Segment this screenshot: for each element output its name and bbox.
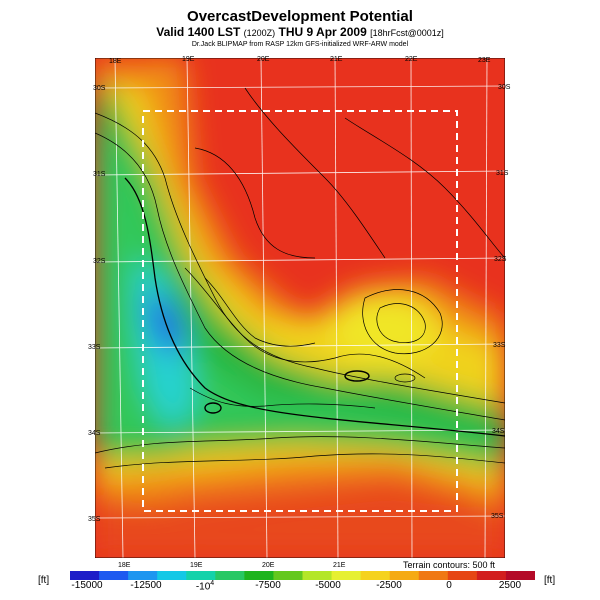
colorbar-unit-right: [ft]	[544, 575, 556, 586]
colorbar-tick: -7500	[255, 580, 281, 591]
colorbar-swatch	[99, 571, 129, 580]
colorbar-swatch	[360, 571, 391, 580]
colorbar-unit-left: [ft]	[38, 575, 50, 586]
colorbar-tick-exponent: 4	[210, 580, 215, 587]
colorbar	[70, 571, 535, 580]
colorbar-tick: -15000	[71, 580, 103, 591]
colorbar-tick: -104	[196, 580, 214, 592]
colorbar-swatch	[186, 571, 216, 580]
lon-label-bottom: 20E	[262, 562, 275, 569]
colorbar-tick-base: -10	[195, 581, 211, 593]
lon-label-top: 23E	[478, 57, 491, 64]
colorbar-swatch	[128, 571, 158, 580]
colorbar-swatch	[273, 571, 303, 580]
valid-date: THU 9 Apr 2009	[278, 25, 367, 39]
colorbar-swatch	[418, 571, 449, 580]
lon-label-top: 21E	[330, 56, 343, 63]
colorbar-swatch	[157, 571, 187, 580]
lat-label-right: 30S	[498, 84, 511, 91]
lon-label-top: 22E	[405, 56, 418, 63]
colorbar-swatch	[476, 571, 507, 580]
colorbar-tick: -12500	[130, 580, 162, 591]
lat-label-left: 31S	[93, 171, 106, 178]
lon-label-bottom: 19E	[190, 562, 203, 569]
lon-label-top: 20E	[257, 56, 270, 63]
lat-label-left: 32S	[93, 258, 106, 265]
lat-label-right: 35S	[491, 513, 504, 520]
forecast-map	[95, 58, 505, 558]
colorbar-swatch	[302, 571, 333, 580]
valid-utc: (1200Z)	[243, 28, 276, 38]
lat-label-left: 33S	[88, 344, 101, 351]
colorbar-swatch	[215, 571, 245, 580]
lon-label-top: 19E	[182, 56, 195, 63]
inner-domain-box	[142, 110, 458, 512]
lat-label-right: 31S	[496, 170, 509, 177]
map-title: OvercastDevelopment Potential	[187, 8, 413, 25]
lon-label-bottom: 21E	[333, 562, 346, 569]
colorbar-swatch	[70, 571, 100, 580]
lat-label-left: 35S	[88, 516, 101, 523]
model-line: Dr.Jack BLIPMAP from RASP 12km GFS-initi…	[191, 41, 409, 48]
colorbar-tick: 2500	[498, 580, 522, 591]
lat-label-left: 30S	[93, 85, 106, 92]
terrain-contours	[95, 87, 505, 469]
valid-fcst: [18hrFcst@0001z]	[370, 28, 444, 38]
lon-label-bottom: 18E	[118, 562, 131, 569]
valid-main: Valid 1400 LST	[156, 25, 241, 39]
lat-label-right: 33S	[493, 342, 506, 349]
colorbar-swatch	[389, 571, 420, 580]
lat-label-right: 32S	[494, 256, 507, 263]
colorbar-swatch	[505, 571, 535, 580]
terrain-contour-note: Terrain contours: 500 ft	[403, 560, 496, 570]
colorbar-tick: -5000	[315, 580, 341, 591]
color-field	[95, 58, 505, 558]
lon-label-top: 18E	[109, 58, 122, 65]
colorbar-swatch	[331, 571, 362, 580]
colorbar-tick: 0	[446, 580, 452, 591]
colorbar-tick: -2500	[376, 580, 402, 591]
valid-time: Valid 1400 LST (1200Z) THU 9 Apr 2009 [1…	[0, 25, 600, 39]
colorbar-swatch	[447, 571, 478, 580]
colorbar-swatch	[244, 571, 274, 580]
lat-label-left: 34S	[88, 430, 101, 437]
lat-label-right: 34S	[492, 428, 505, 435]
